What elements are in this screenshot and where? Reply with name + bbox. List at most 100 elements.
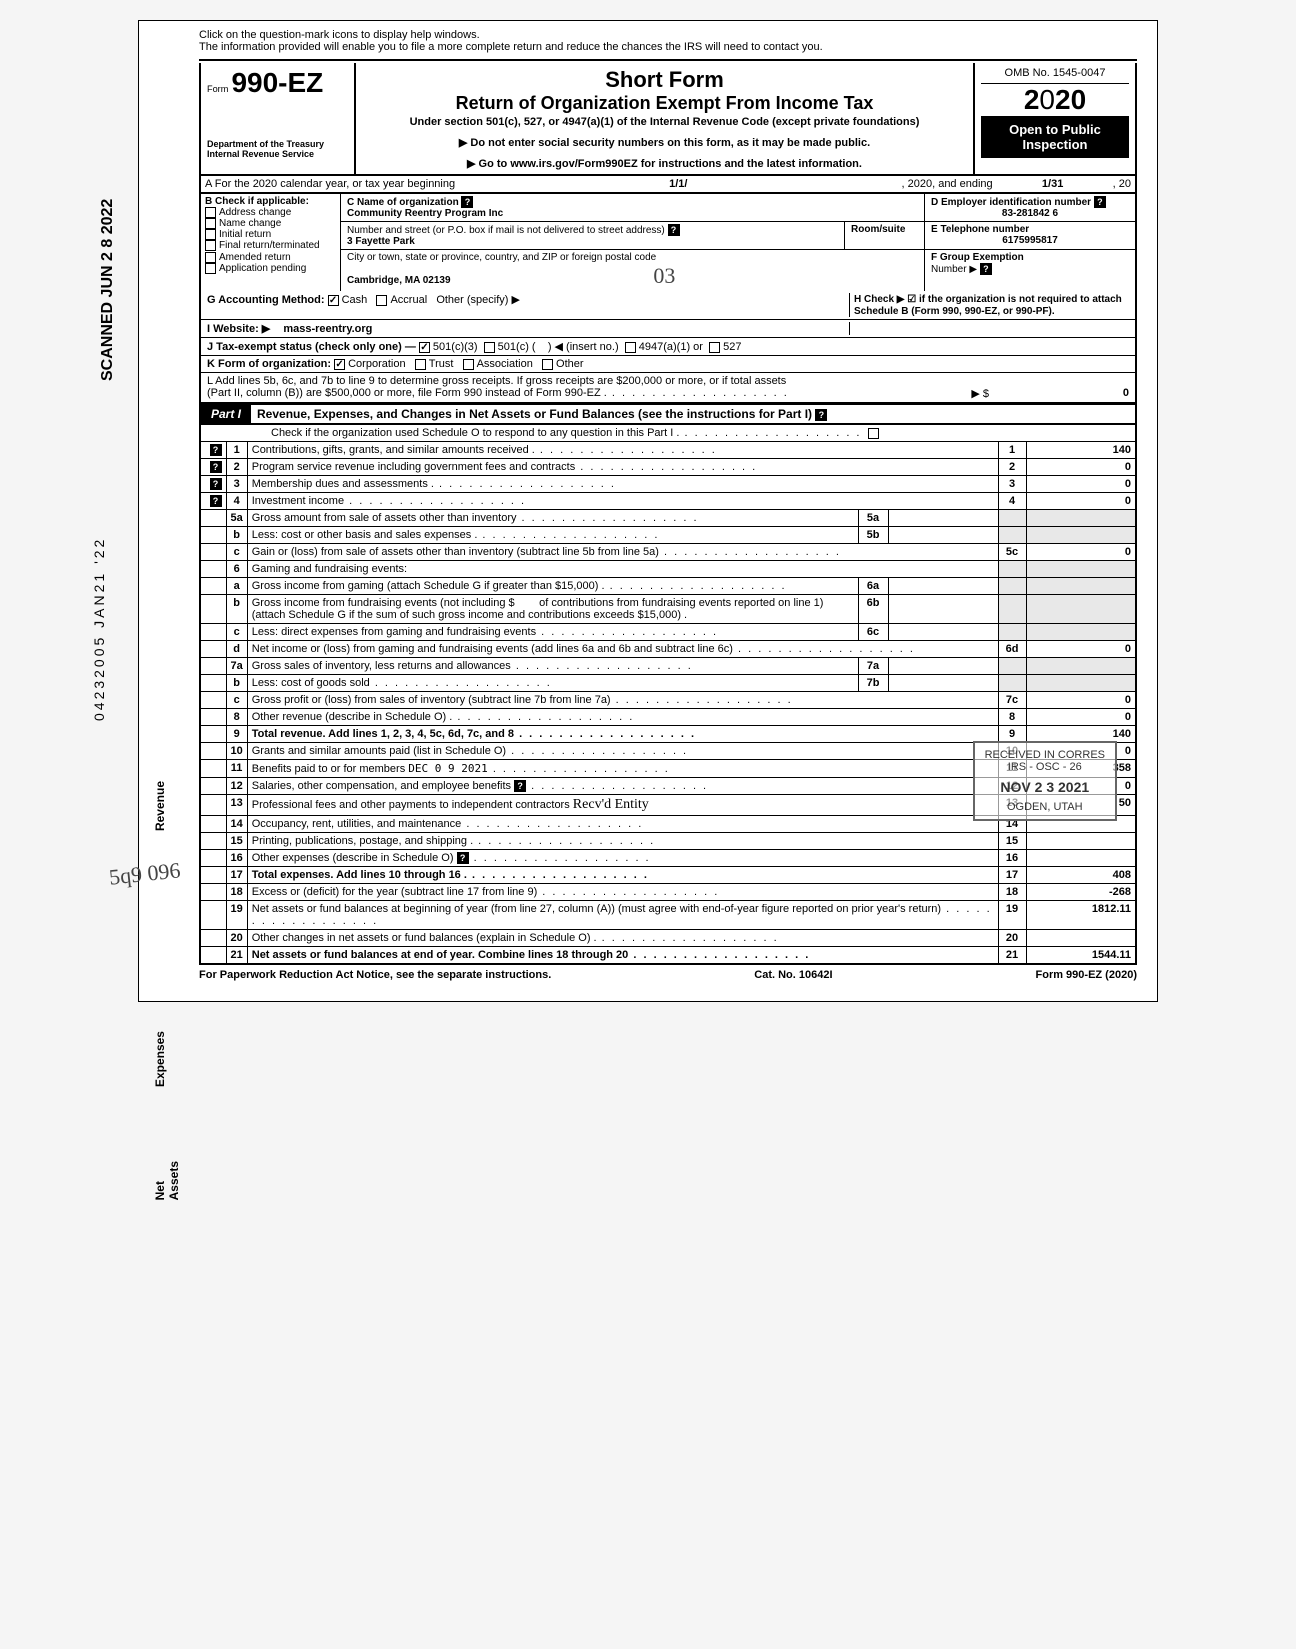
line-6b: bGross income from fundraising events (n… — [200, 595, 1136, 624]
title-main: Return of Organization Exempt From Incom… — [362, 93, 967, 114]
line-5b: bLess: cost or other basis and sales exp… — [200, 527, 1136, 544]
help-icon-d[interactable]: ? — [1094, 196, 1106, 208]
f-grp-lbl2: Number ▶ — [931, 264, 977, 275]
cat-revenue: Revenue — [153, 781, 167, 831]
chk-501c3[interactable]: ✓ — [419, 342, 430, 353]
line-4: ?4Investment income40 — [200, 493, 1136, 510]
dln-stamp: 04232005 JAN21 '22 — [91, 537, 107, 721]
line-7a: 7aGross sales of inventory, less returns… — [200, 658, 1136, 675]
received-stamp: RECEIVED IN CORRES IRS - OSC - 26 NOV 2 … — [973, 741, 1117, 821]
chk-address-change[interactable] — [205, 207, 216, 218]
l-arrow: ▶ $ — [971, 387, 989, 400]
line-a-start: 1/1/ — [455, 178, 901, 190]
l13-d: Professional fees and other payments to … — [252, 799, 570, 811]
d-ein-lbl: D Employer identification number — [931, 197, 1091, 208]
line-a-suffix: , 20 — [1113, 178, 1131, 190]
chk-4947[interactable] — [625, 342, 636, 353]
line-2: ?2Program service revenue including gove… — [200, 459, 1136, 476]
line-7b: bLess: cost of goods sold7b — [200, 675, 1136, 692]
title-short-form: Short Form — [362, 67, 967, 93]
footer-mid: Cat. No. 10642I — [754, 969, 832, 981]
open-public: Open to Public — [985, 122, 1125, 137]
help-note: Click on the question-mark icons to disp… — [199, 29, 1137, 61]
col-b-header: B Check if applicable: — [205, 196, 336, 207]
help-icon-p1[interactable]: ? — [815, 409, 827, 421]
opt-527: 527 — [723, 341, 741, 353]
l-text1: L Add lines 5b, 6c, and 7b to line 9 to … — [207, 375, 1129, 387]
chk-schedule-o[interactable] — [868, 428, 879, 439]
opt-amended-return: Amended return — [219, 252, 291, 263]
opt-accrual: Accrual — [390, 294, 427, 306]
room-lbl: Room/suite — [851, 224, 905, 235]
help-icon-addr[interactable]: ? — [668, 224, 680, 236]
e-tel-val: 6175995817 — [931, 235, 1129, 246]
subtitle: Under section 501(c), 527, or 4947(a)(1)… — [362, 116, 967, 128]
line-9: 9Total revenue. Add lines 1, 2, 3, 4, 5c… — [200, 726, 1136, 743]
form-page: SCANNED JUN 2 8 2022 04232005 JAN21 '22 … — [138, 20, 1158, 1002]
chk-527[interactable] — [709, 342, 720, 353]
chk-name-change[interactable] — [205, 218, 216, 229]
c-name-val: Community Reentry Program Inc — [347, 208, 503, 219]
help-icon-16[interactable]: ? — [457, 852, 469, 864]
opt-other-specify: Other (specify) ▶ — [436, 294, 520, 306]
chk-trust[interactable] — [415, 359, 426, 370]
line-21: 21Net assets or fund balances at end of … — [200, 947, 1136, 965]
chk-corp[interactable]: ✓ — [334, 359, 345, 370]
warn-ssn: ▶ Do not enter social security numbers o… — [362, 136, 967, 149]
opt-other-org: Other — [556, 358, 584, 370]
footer-right: Form 990-EZ (2020) — [1036, 969, 1137, 981]
line-6: 6Gaming and fundraising events: — [200, 561, 1136, 578]
help-icon-4[interactable]: ? — [210, 495, 222, 507]
line-16: 16Other expenses (describe in Schedule O… — [200, 850, 1136, 867]
help-icon-12[interactable]: ? — [514, 780, 526, 792]
opt-corp: Corporation — [348, 358, 405, 370]
chk-amended-return[interactable] — [205, 252, 216, 263]
e-tel-lbl: E Telephone number — [931, 224, 1029, 235]
line-a: A For the 2020 calendar year, or tax yea… — [199, 176, 1137, 194]
line-a-prefix: A For the 2020 calendar year, or tax yea… — [205, 178, 455, 190]
help-line2: The information provided will enable you… — [199, 41, 1137, 53]
i-lbl: I Website: ▶ — [207, 323, 270, 335]
header-block: B Check if applicable: Address change Na… — [199, 194, 1137, 291]
c-city-lbl: City or town, state or province, country… — [347, 252, 656, 263]
chk-accrual[interactable] — [376, 295, 387, 306]
help-icon-f[interactable]: ? — [980, 263, 992, 275]
inspection: Inspection — [985, 137, 1125, 152]
cat-expenses: Expenses — [153, 1031, 167, 1087]
stamp-l2: IRS - OSC - 26 — [985, 761, 1105, 773]
dec-stamp: DEC 0 9 2021 — [408, 762, 487, 775]
help-icon-3[interactable]: ? — [210, 478, 222, 490]
l6b-d1: Gross income from fundraising events (no… — [252, 597, 515, 609]
dept-1: Department of the Treasury — [207, 139, 348, 149]
stamp-l4: OGDEN, UTAH — [985, 801, 1105, 813]
l-val: 0 — [989, 387, 1129, 400]
chk-initial-return[interactable] — [205, 229, 216, 240]
stamp-l1: RECEIVED IN CORRES — [985, 749, 1105, 761]
handwriting-1: 5q9 096 — [108, 857, 182, 890]
opt-assoc: Association — [477, 358, 533, 370]
l16-d: Other expenses (describe in Schedule O) — [252, 852, 454, 864]
line-6a: aGross income from gaming (attach Schedu… — [200, 578, 1136, 595]
part1-sub: Check if the organization used Schedule … — [271, 427, 862, 439]
line-19: 19Net assets or fund balances at beginni… — [200, 901, 1136, 930]
chk-501c[interactable] — [484, 342, 495, 353]
dept-2: Internal Revenue Service — [207, 149, 348, 159]
footer-left: For Paperwork Reduction Act Notice, see … — [199, 969, 551, 981]
chk-other-org[interactable] — [542, 359, 553, 370]
d-ein-val: 83-281842 6 — [931, 208, 1129, 219]
help-icon[interactable]: ? — [461, 196, 473, 208]
l12-d: Salaries, other compensation, and employ… — [252, 780, 511, 792]
omb-no: OMB No. 1545-0047 — [981, 67, 1129, 84]
chk-final-return[interactable] — [205, 240, 216, 251]
form-year: 20 — [1055, 84, 1086, 115]
chk-assoc[interactable] — [463, 359, 474, 370]
line-6c: cLess: direct expenses from gaming and f… — [200, 624, 1136, 641]
help-icon-2[interactable]: ? — [210, 461, 222, 473]
opt-501c3: 501(c)(3) — [433, 341, 478, 353]
help-icon-1[interactable]: ? — [210, 444, 222, 456]
c-addr-val: 3 Fayette Park — [347, 236, 415, 247]
chk-cash[interactable]: ✓ — [328, 295, 339, 306]
line-6d: dNet income or (loss) from gaming and fu… — [200, 641, 1136, 658]
chk-application-pending[interactable] — [205, 263, 216, 274]
hand-room: 03 — [653, 263, 675, 288]
